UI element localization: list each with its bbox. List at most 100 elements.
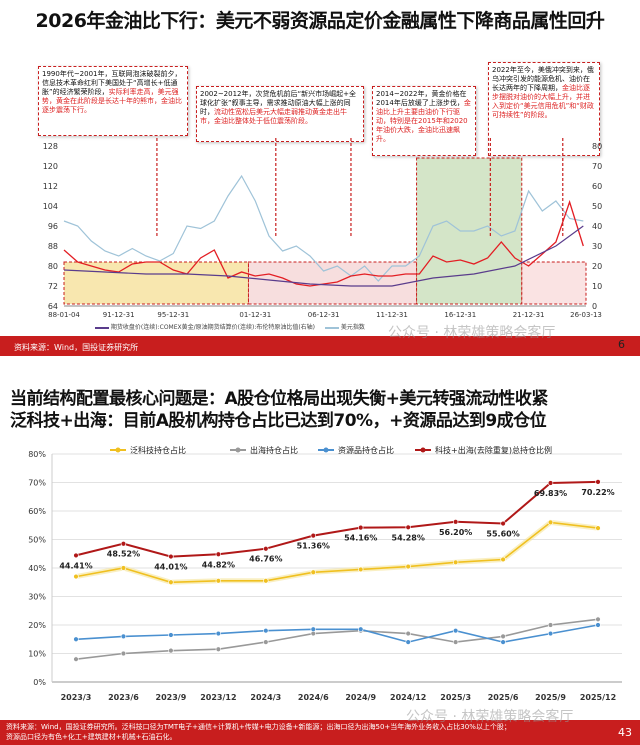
slide2-footer-bar [0, 720, 640, 745]
slide2-title-line2: 泛科技+出海：目前A股机构持仓占比已达到70%，+资源品达到9成仓位 [10, 411, 547, 431]
chart2-point-1-11 [595, 616, 601, 623]
chart1-y-left-tick-3: 88 [48, 242, 58, 251]
chart2-x-tick-4: 2024/3 [250, 693, 281, 702]
chart2-point-0-4 [263, 578, 269, 584]
chart2-point-3-9 [500, 520, 506, 527]
slide2-source-line1: 资料来源：Wind，国投证券研究所。泛科技口径为TMT电子+通信+计算机+传媒+… [6, 723, 511, 731]
legend-usd-swatch [324, 326, 339, 329]
chart1-y-left-tick-0: 64 [48, 302, 58, 311]
annotation-2022-text-b: 金油比逐步摆脱对油价的大幅上升，并进入到定价“美元信用危机”和“财政可持续性”的… [492, 84, 594, 119]
gold-oil-ratio-chart: 64 72 80 88 96 104 112 120 128 0 10 20 30 40 50 60 70 80 8… [43, 138, 602, 319]
chart2-y-tick-4: 40% [28, 564, 46, 573]
chart2-point-2-7 [405, 639, 411, 645]
chart2-data-label-11: 70.22% [581, 488, 614, 497]
annotation-1990s: 1990年代~2001年，互联网泡沫破裂前夕，信息技术革命红利下美国处于“高增长… [38, 66, 188, 136]
chart2-point-1-8 [452, 639, 459, 645]
chart2-point-3-6 [358, 524, 364, 531]
chart2-series-line-0 [75, 521, 599, 584]
chart2-y-tick-7: 70% [28, 479, 46, 488]
chart2-point-0-0 [73, 573, 79, 580]
chart2-data-label-5: 51.36% [297, 542, 330, 551]
chart2-point-3-11 [595, 479, 601, 485]
chart2-point-3-4 [263, 546, 269, 552]
chart2-data-label-7: 54.28% [392, 533, 425, 542]
chart2-point-0-8 [452, 559, 459, 566]
chart2-data-label-10: 69.83% [534, 489, 567, 498]
chart2-data-label-6: 54.16% [344, 534, 377, 543]
chart2-x-tick-5: 2024/6 [298, 693, 329, 702]
holdings-ratio-chart: 0% 10% 20% 30% 40% 50% 60% 70% 80% 2023/3 2023/6 20… [28, 445, 622, 702]
chart2-point-0-11 [595, 525, 601, 531]
chart2-point-2-11 [595, 622, 601, 628]
chart1-y-right-tick-1: 10 [592, 282, 602, 291]
chart2-data-label-2: 44.01% [154, 563, 187, 572]
chart2-point-1-10 [547, 622, 554, 628]
chart2-legend-label-1: 出海持仓占比 [250, 445, 298, 455]
chart2-data-label-3: 44.82% [202, 560, 235, 569]
chart2-point-0-9 [500, 556, 506, 563]
chart2-data-label-4: 46.76% [249, 555, 282, 564]
chart2-legend-marker-3 [420, 447, 426, 453]
chart2-point-2-3 [215, 630, 222, 637]
chart2-point-2-1 [120, 633, 127, 640]
chart2-x-tick-9: 2025/6 [488, 693, 519, 702]
chart2-x-tick-11: 2025/12 [580, 693, 616, 702]
annotation-2014-text-b: 金油比上升主要由油价下行驱动，特别是在2015年和2020年油价大跌，金油比迅速… [376, 99, 471, 143]
chart2-x-tick-7: 2024/12 [390, 693, 426, 702]
chart1-y-left-tick-6: 112 [43, 182, 58, 191]
chart2-y-tick-8: 80% [28, 450, 46, 459]
legend-ratio-label: 期货收盘价(连续):COMEX黄金/原油期货结算价(连续):布伦特原油比值(右轴… [110, 324, 316, 331]
chart2-x-tick-10: 2025/9 [535, 693, 566, 702]
chart2-point-0-3 [215, 578, 222, 584]
chart2-point-0-10 [547, 519, 554, 526]
chart2-y-tick-0: 0% [33, 678, 46, 687]
chart1-x-tick-2: 95-12-31 [157, 311, 189, 319]
chart1-series-line-2 [63, 225, 584, 287]
chart1-y-right-tick-6: 60 [592, 182, 602, 191]
chart2-point-3-0 [73, 552, 79, 559]
chart2-legend-label-0: 泛科技持仓占比 [130, 445, 186, 455]
chart2-point-0-2 [168, 579, 174, 585]
chart1-x-tick-4: 06-12-31 [308, 311, 340, 319]
chart2-data-label-1: 48.52% [107, 550, 140, 559]
slide1-title: 2026年金油比下行：美元不弱资源品定价金融属性下降商品属性回升 [35, 10, 605, 32]
chart1-y-left-tick-7: 120 [43, 162, 58, 171]
chart2-series-line-3 [75, 480, 599, 558]
legend-usd-label: 美元指数 [340, 324, 365, 331]
chart2-y-tick-5: 50% [28, 536, 46, 545]
chart2-x-tick-2: 2023/9 [156, 693, 187, 702]
slide-gold-oil-ratio: 2026年金油比下行：美元不弱资源品定价金融属性下降商品属性回升 1990年代~… [0, 0, 640, 360]
chart2-y-tick-3: 30% [28, 593, 46, 602]
annotation-2002-text-b: 流动性宽松后美元大幅走弱推动黄金走出牛市，金油比整体处于低位震荡阶段。 [200, 108, 347, 125]
slide1-source: 资料来源：Wind，国投证券研究所 [14, 343, 139, 352]
chart2-point-3-10 [547, 480, 554, 486]
chart1-y-right-tick-5: 50 [592, 202, 602, 211]
chart2-point-1-2 [168, 647, 174, 654]
chart1-x-tick-1: 91-12-31 [103, 311, 135, 319]
slide2-watermark: 公众号 · 林荣雄策略会客厅 [406, 709, 574, 725]
chart2-x-tick-1: 2023/6 [108, 693, 139, 702]
chart1-series-line-1 [63, 199, 584, 287]
annotation-2022-now: 2022年至今，美俄冲突到来，俄乌冲突引发的能源危机、油价在长达两年的下降周期，… [488, 62, 600, 156]
chart2-data-label-0: 44.41% [59, 561, 92, 570]
chart2-x-tick-6: 2024/9 [345, 693, 376, 702]
chart2-point-0-5 [310, 569, 316, 575]
chart2-data-label-8: 56.20% [439, 528, 472, 537]
chart1-y-right-tick-8: 80 [592, 142, 602, 151]
slide1-watermark: 公众号 · 林荣雄策略会客厅 [388, 325, 556, 341]
chart2-y-tick-2: 20% [28, 621, 46, 630]
chart1-y-right-tick-2: 20 [592, 262, 602, 271]
chart1-x-tick-6: 16-12-31 [444, 311, 476, 319]
chart1-y-left-tick-2: 80 [48, 262, 58, 271]
chart2-legend-label-2: 资源品持仓占比 [338, 445, 394, 455]
chart1-y-right-tick-7: 70 [592, 162, 602, 171]
slide2-page-number: 43 [618, 726, 632, 739]
annotation-2002-2012: 2002~2012年，次贷危机前后“新兴市场崛起+全球化扩张”叙事主导，需求推动… [196, 86, 364, 142]
chart2-legend-marker-0 [115, 447, 121, 453]
legend-ratio-swatch [95, 326, 109, 329]
chart2-series-line-2 [75, 624, 599, 643]
chart1-y-left-tick-5: 104 [43, 202, 58, 211]
chart1-y-right-tick-4: 40 [592, 222, 602, 231]
chart2-point-2-8 [452, 628, 459, 634]
chart2-point-2-5 [310, 626, 316, 632]
